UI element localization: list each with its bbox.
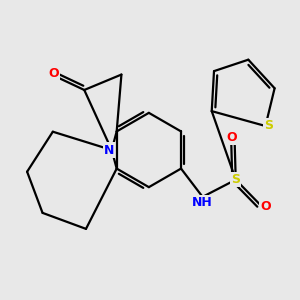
Text: O: O (226, 131, 237, 144)
Text: O: O (260, 200, 271, 213)
Text: S: S (231, 173, 240, 186)
Text: O: O (49, 67, 59, 80)
Text: S: S (264, 119, 273, 133)
Text: NH: NH (192, 196, 213, 209)
Text: N: N (104, 143, 114, 157)
